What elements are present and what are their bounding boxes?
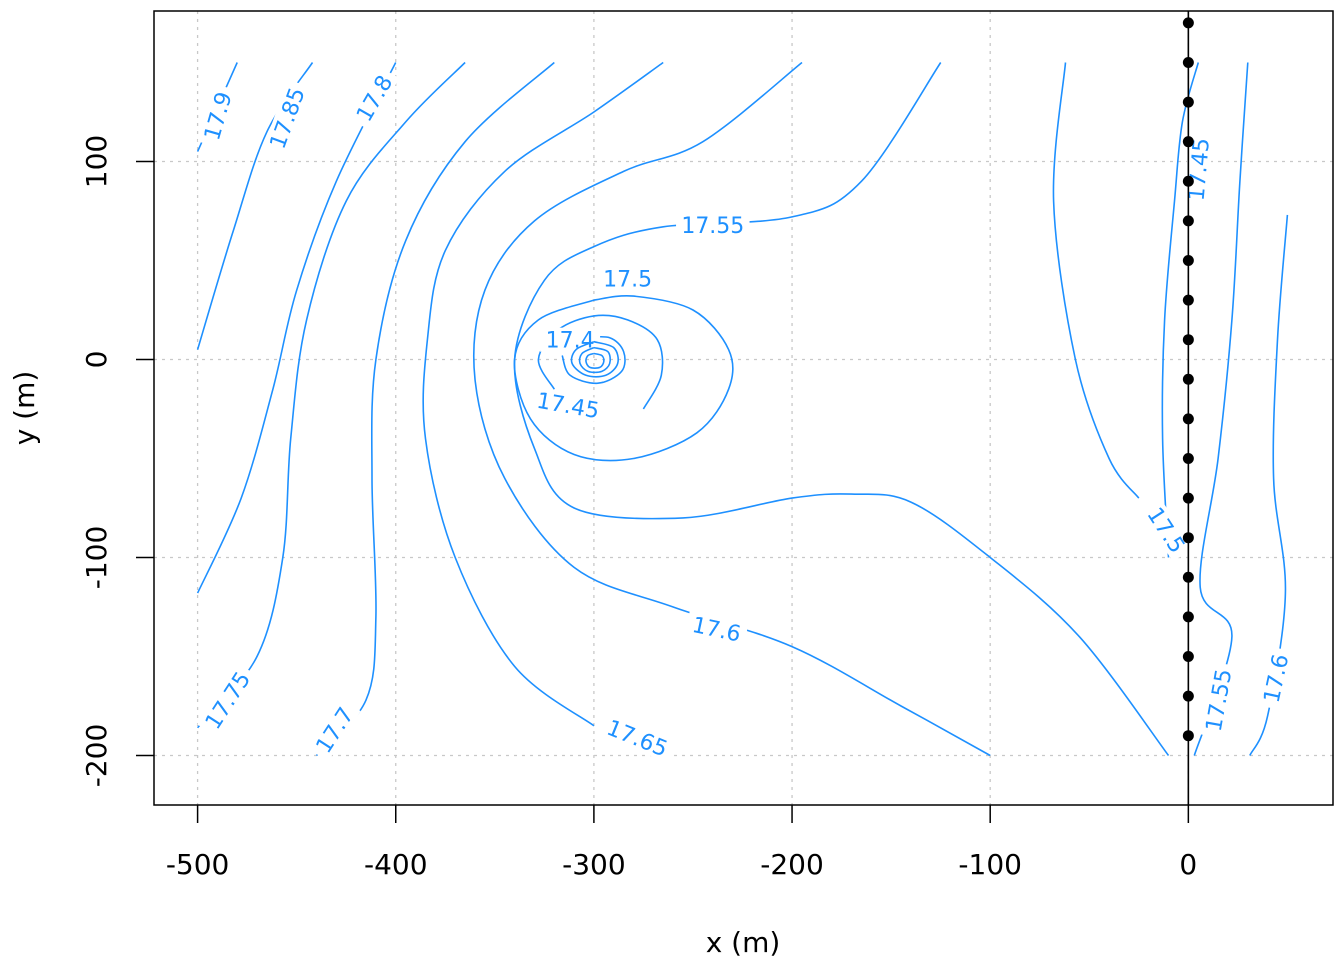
y-tick-label: 100 (80, 135, 113, 188)
well-point (1182, 413, 1194, 425)
contour-label-background (1183, 131, 1214, 208)
well-point (1182, 650, 1194, 662)
contour-label-background (1257, 646, 1294, 711)
contour-label: 17.45 (1185, 137, 1215, 202)
contour-line (570, 340, 619, 378)
well-point (1182, 17, 1194, 29)
contour-label: 17.5 (603, 267, 652, 292)
y-tick-label: -200 (80, 724, 113, 788)
contour-line (1249, 214, 1289, 756)
contour-label-background (684, 610, 749, 647)
well-point (1182, 56, 1194, 68)
well-markers (1182, 11, 1194, 805)
contour-label-group: 17.7 (307, 698, 361, 762)
contour-label-background (598, 712, 677, 763)
contour-label-group: 17.5 (597, 266, 658, 292)
contour-line (422, 61, 664, 727)
contour-label-group: 17.45 (1183, 131, 1215, 208)
well-point (1182, 452, 1194, 464)
contour-line (1052, 62, 1140, 499)
grid-lines (154, 11, 1333, 805)
contour-label-group: 17.6 (1257, 646, 1295, 711)
well-point (1182, 334, 1194, 346)
y-tick-label: 0 (80, 351, 113, 369)
contour-label: 17.6 (1260, 652, 1295, 705)
contour-label: 17.6 (690, 613, 743, 648)
contour-label: 17.75 (201, 668, 256, 734)
y-axis-label: y (m) (8, 371, 41, 446)
well-point (1182, 96, 1194, 108)
contour-label-group: 17.45 (529, 386, 607, 425)
contour-label-group: 17.5 (1140, 498, 1194, 562)
contour-line (513, 294, 734, 462)
contour-lines: 17.9 17.85 17.8 17.75 17.7 17.65 17.6 17.55 17.5… (196, 61, 1295, 763)
contour-line (1161, 62, 1200, 558)
contour-label-group: 17.55 (676, 212, 750, 239)
x-axis-label: x (m) (706, 926, 781, 959)
contour-line (473, 61, 991, 757)
contour-label: 17.45 (535, 389, 601, 425)
contour-line (578, 346, 612, 374)
contour-line (537, 314, 664, 410)
contour-line (315, 61, 555, 757)
contour-label-group: 17.55 (1199, 661, 1238, 739)
x-tick-label: -300 (562, 848, 626, 881)
contour-label-background (348, 66, 400, 131)
contour-line (196, 61, 466, 729)
contour-label-group: 17.8 (348, 66, 400, 131)
y-axis: -200 -100 0 100 (80, 135, 154, 788)
contour-label: 17.55 (681, 214, 744, 239)
contour-label-background (197, 83, 238, 149)
contour-line (585, 352, 605, 369)
contour-label-group: 17.65 (598, 712, 677, 763)
contour-label-background (540, 327, 601, 352)
plot-frame (153, 10, 1334, 806)
contour-label-background (1199, 661, 1237, 739)
contour-label-background (529, 386, 607, 424)
contour-label-background (676, 212, 750, 237)
contour-label: 17.4 (546, 329, 595, 354)
contour-label-background (307, 698, 361, 762)
well-point (1182, 373, 1194, 385)
well-point (1182, 532, 1194, 544)
contour-line (1193, 62, 1249, 756)
well-point (1182, 136, 1194, 148)
well-point (1182, 254, 1194, 266)
contour-label-group: 17.75 (197, 662, 258, 738)
contour-line (561, 335, 626, 385)
well-point (1182, 175, 1194, 187)
contour-label-group: 17.6 (684, 610, 749, 648)
contour-label-background (262, 79, 311, 157)
contour-label: 17.55 (1202, 667, 1238, 733)
well-point (1182, 690, 1194, 702)
contour-label-group: 17.4 (540, 327, 601, 354)
x-tick-label: -500 (166, 848, 230, 881)
y-tick-label: -100 (80, 526, 113, 590)
contour-line (196, 62, 397, 594)
x-tick-label: -100 (958, 848, 1022, 881)
x-tick-label: -200 (760, 848, 824, 881)
x-tick-label: 0 (1179, 848, 1197, 881)
well-point (1182, 215, 1194, 227)
well-point (1182, 571, 1194, 583)
contour-label-background (597, 266, 658, 291)
contour-label-group: 17.85 (262, 79, 311, 157)
well-point (1182, 492, 1194, 504)
well-point (1182, 294, 1194, 306)
well-point (1182, 730, 1194, 742)
contour-label-background (197, 662, 258, 738)
contour-label-background (1140, 498, 1194, 562)
contour-line (513, 62, 1170, 756)
contour-label: 17.85 (266, 85, 311, 153)
well-point (1182, 611, 1194, 623)
contour-label-group: 17.9 (197, 83, 238, 149)
x-axis: -500 -400 -300 -200 -100 0 (166, 805, 1197, 881)
contour-label: 17.9 (200, 89, 238, 143)
x-tick-label: -400 (364, 848, 428, 881)
